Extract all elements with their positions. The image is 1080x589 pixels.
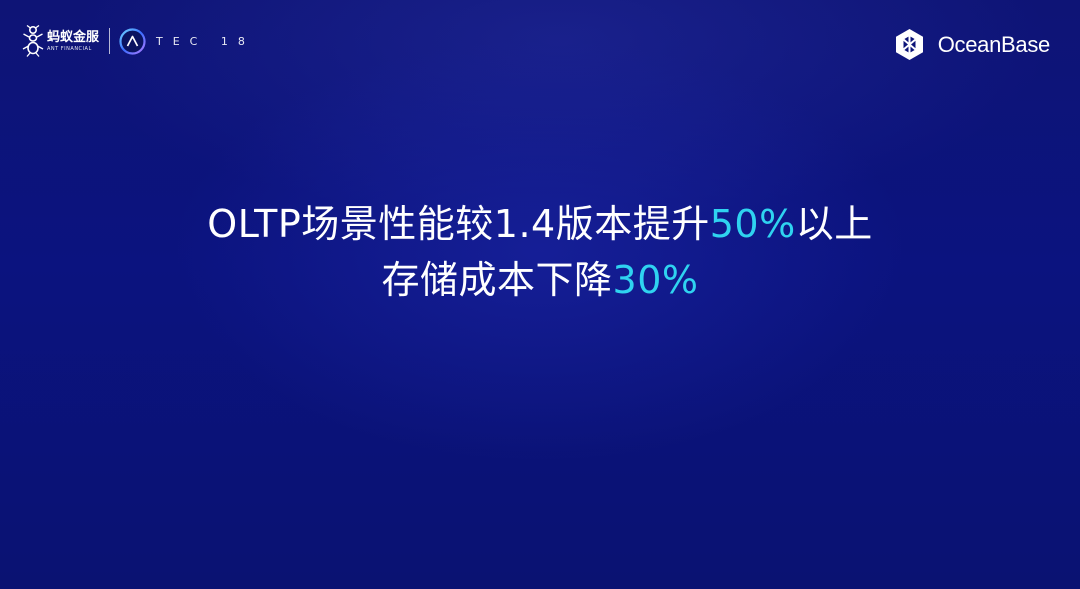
headline-line-1: OLTP场景性能较1.4版本提升50%以上 (0, 196, 1080, 252)
header-branding-left: 蚂蚁金服 ANT FINANCIAL TEC 18 (22, 22, 255, 60)
atec-logo: TEC 18 (119, 27, 255, 55)
headline-line-2-prefix: 存储成本下降 (381, 258, 613, 302)
header-branding-right: OceanBase (893, 28, 1050, 61)
ant-financial-logo: 蚂蚁金服 ANT FINANCIAL (22, 25, 99, 57)
headline: OLTP场景性能较1.4版本提升50%以上 存储成本下降30% (0, 196, 1080, 308)
headline-line-1-prefix: OLTP场景性能较1.4版本提升 (207, 202, 710, 246)
ant-financial-name-cn: 蚂蚁金服 (47, 29, 100, 45)
ant-financial-wordmark: 蚂蚁金服 ANT FINANCIAL (47, 31, 99, 52)
branding-divider (109, 28, 111, 54)
headline-line-1-suffix: 以上 (795, 202, 873, 246)
performance-gain-value: 50% (709, 202, 796, 246)
atec-wordmark: TEC 18 (156, 34, 255, 48)
atec-icon (119, 27, 146, 55)
oceanbase-icon (895, 29, 923, 60)
ant-financial-name-en: ANT FINANCIAL (47, 45, 92, 52)
headline-line-2: 存储成本下降30% (0, 252, 1080, 308)
oceanbase-wordmark: OceanBase (937, 31, 1051, 57)
storage-cost-reduction-value: 30% (612, 258, 699, 302)
ant-icon (22, 25, 44, 57)
